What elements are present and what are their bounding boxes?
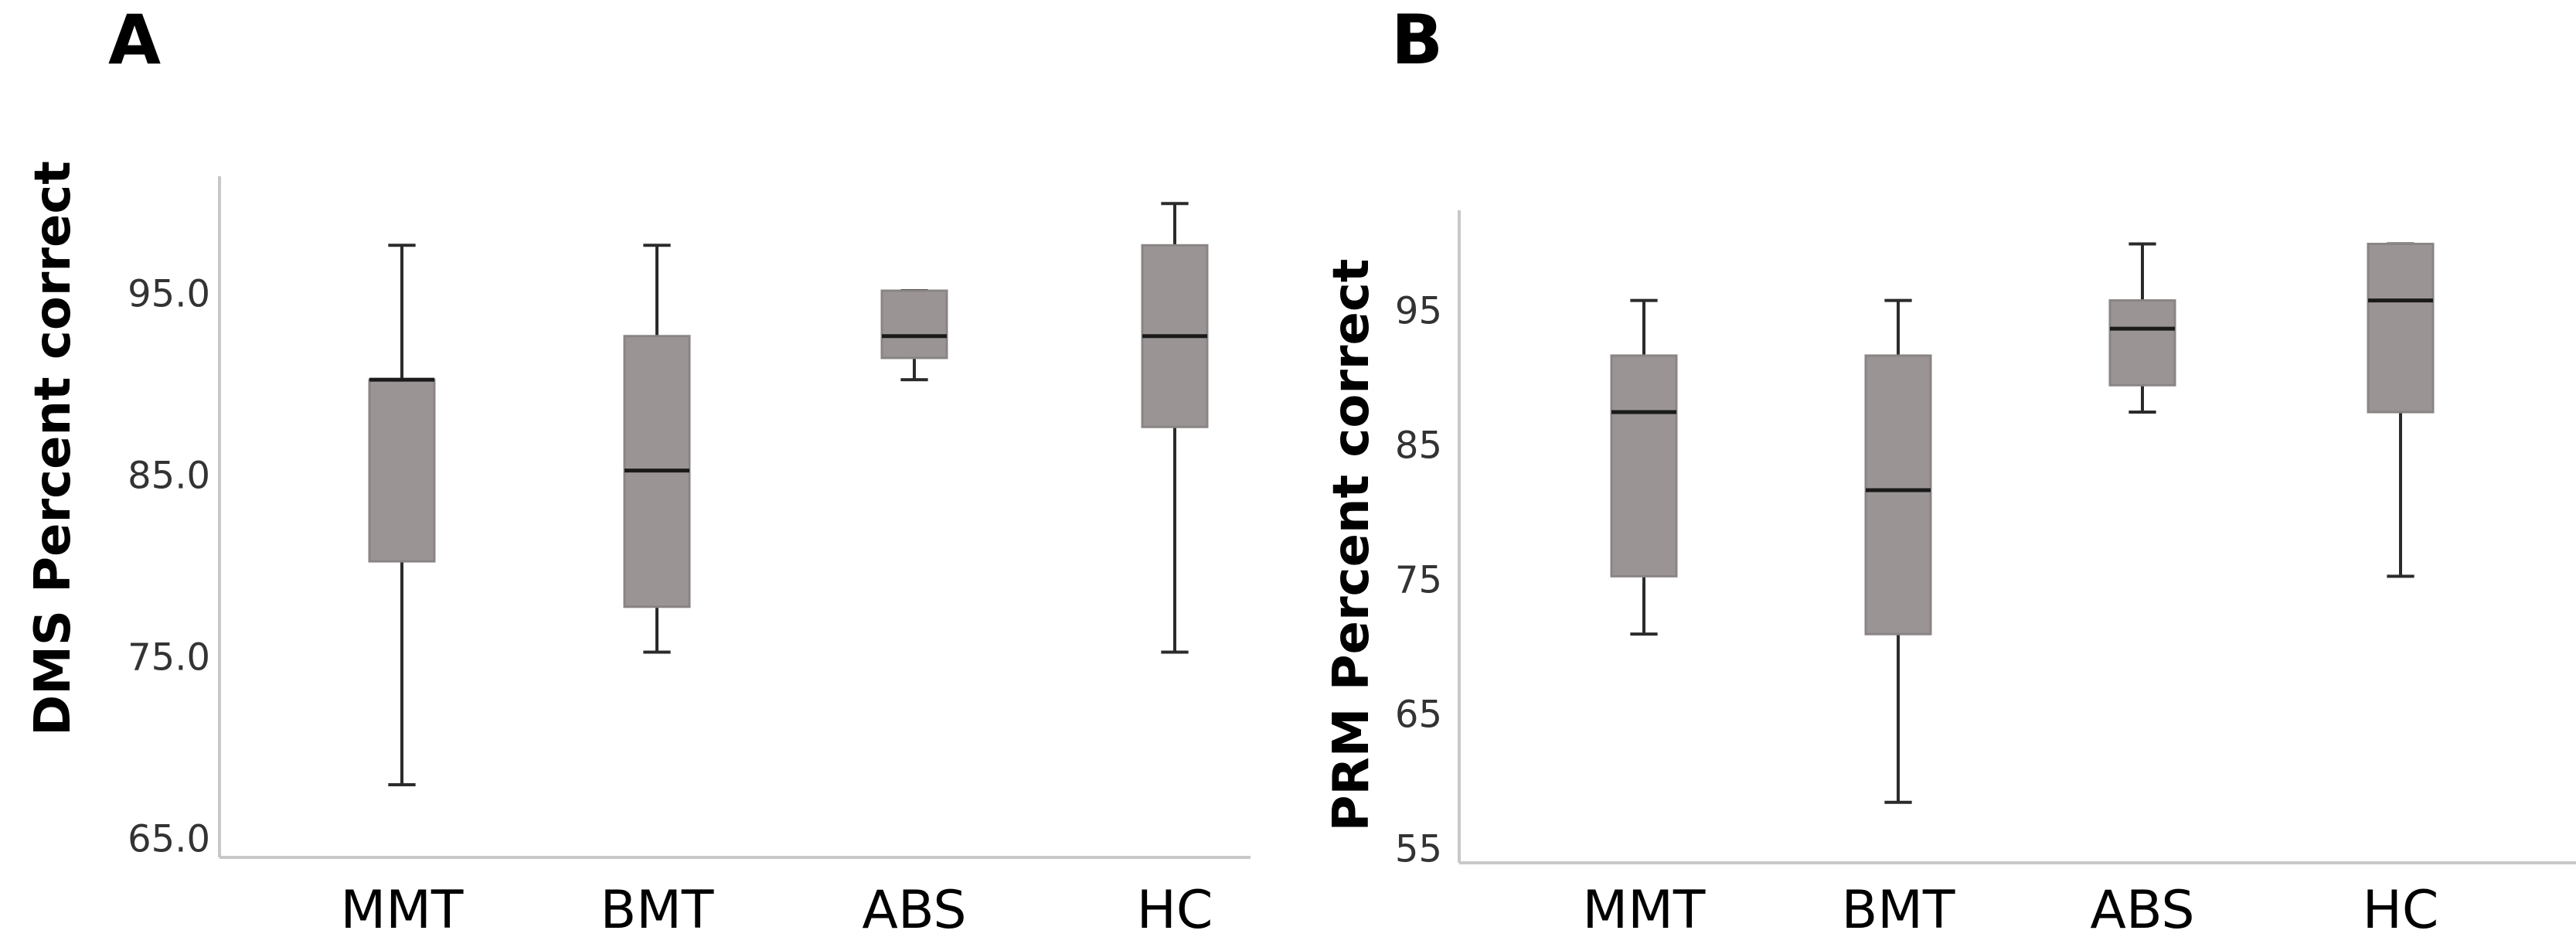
iqr-box [2367, 243, 2435, 414]
y-tick-label: 75.0 [128, 636, 210, 680]
iqr-box [368, 378, 436, 563]
y-tick-label: 75 [1395, 559, 1442, 602]
panel-label: B [1391, 0, 1443, 80]
panel-b: B PRM Percent correct 55 65 75 85 95 MMT BMT ABS H… [1323, 0, 2576, 941]
box-mmt [1610, 298, 1678, 636]
y-tick-label: 65 [1395, 694, 1442, 737]
y-tick-label: 85 [1395, 424, 1442, 468]
y-tick-label: 95 [1395, 290, 1442, 333]
panel-a: A DMS Percent correct 65.0 75.0 85.0 95.0 MMT B… [25, 0, 1251, 941]
iqr-box [1610, 354, 1678, 578]
box-bmt [623, 244, 691, 654]
iqr-box [2108, 299, 2176, 387]
iqr-box [1864, 354, 1932, 636]
x-tick-label: ABS [862, 880, 966, 941]
box-abs [2108, 242, 2176, 414]
x-tick-label: MMT [341, 880, 464, 941]
iqr-box [880, 289, 948, 360]
x-tick-label: BMT [601, 880, 714, 941]
box-hc [1141, 202, 1209, 654]
x-tick-label: HC [1137, 880, 1213, 941]
y-tick-label: 55 [1395, 828, 1442, 871]
box-bmt [1864, 298, 1932, 804]
x-tick-label: BMT [1842, 880, 1955, 941]
y-tick-label: 65.0 [128, 818, 210, 861]
box-abs [880, 289, 948, 382]
x-tick-label: HC [2363, 880, 2439, 941]
box-mmt [368, 244, 436, 787]
x-tick-label: ABS [2090, 880, 2194, 941]
box-hc [2367, 242, 2435, 578]
y-axis-label: DMS Percent correct [25, 161, 82, 736]
panel-label: A [108, 0, 161, 80]
x-tick-label: MMT [1583, 880, 1706, 941]
y-tick-label: 85.0 [128, 455, 210, 498]
y-axis-label: PRM Percent correct [1323, 259, 1380, 832]
y-tick-label: 95.0 [128, 273, 210, 316]
